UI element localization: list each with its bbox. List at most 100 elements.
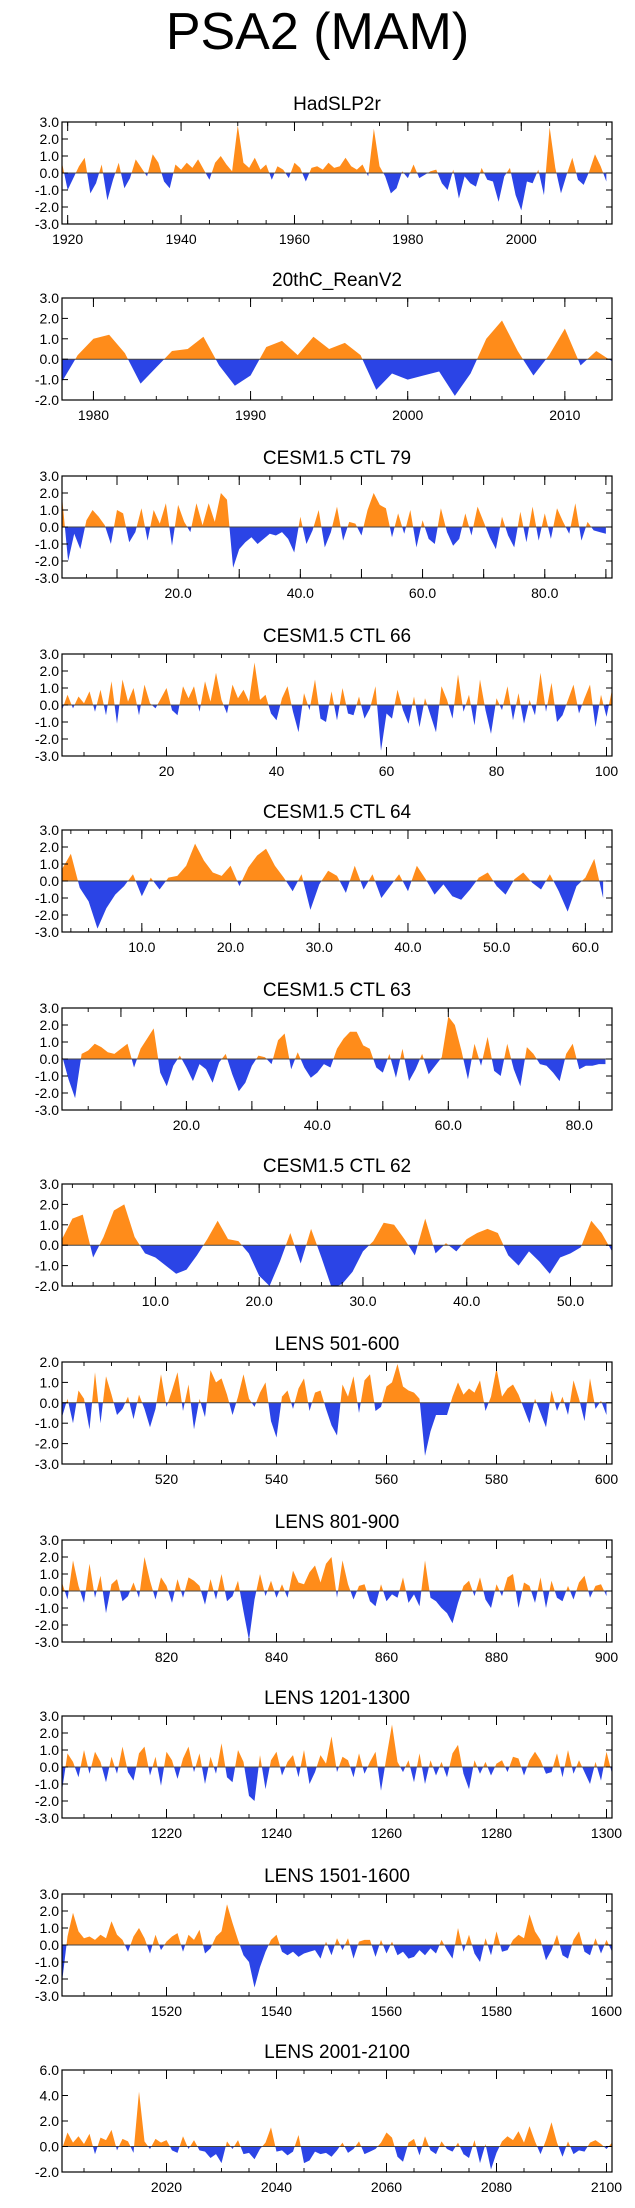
positive-area [80,1750,88,1767]
negative-area [505,1767,510,1773]
area-fills [62,1904,612,1988]
positive-area [164,1751,174,1767]
positive-area [560,1396,565,1403]
x-axis: 1220 1240 1260 1280 1300 [83,1716,622,1841]
area-fills [62,1204,612,1286]
negative-area [559,1945,572,1959]
negative-area [224,1591,235,1602]
x-tick-label: 860 [375,1649,399,1665]
positive-area [510,1914,542,1945]
y-tick-label: 0.0 [40,1051,60,1067]
negative-area [390,1059,401,1078]
positive-area [419,1053,424,1059]
positive-area [363,493,390,527]
negative-area [558,2146,567,2157]
y-tick-label: 2.0 [40,1725,60,1741]
negative-area [432,1767,440,1776]
positive-area [506,167,511,173]
positive-area [410,164,418,173]
y-tick-label: 1.0 [40,502,60,518]
y-axis: 3.02.01.00.0-1.0-2.0-3.0 [35,1532,612,1650]
positive-area [462,513,470,527]
negative-area [515,1591,523,1608]
negative-area [223,705,229,714]
negative-area [197,2146,226,2164]
x-tick-label: 1260 [371,1825,402,1841]
x-tick-label: 30.0 [306,939,333,955]
positive-area [62,853,78,881]
x-tick-label: 50.0 [557,1293,584,1309]
y-tick-label: 3.0 [40,822,60,838]
positive-area [217,1574,225,1591]
positive-area [174,1579,181,1591]
negative-area [181,1945,186,1952]
negative-area [423,1059,441,1075]
negative-area [115,2146,119,2151]
y-tick-label: 6.0 [40,2062,60,2078]
positive-area [516,693,521,705]
negative-area [484,1402,489,1411]
negative-area [383,173,402,194]
negative-area [421,1767,429,1784]
y-tick-label: -2.0 [35,199,59,215]
negative-area [362,359,478,396]
positive-area [452,169,454,173]
negative-area [383,1945,391,1954]
x-tick-label: 2020 [151,2179,182,2195]
positive-area [281,1390,292,1403]
positive-area [553,1753,561,1767]
y-tick-label: 1.0 [40,148,60,164]
y-tick-label: -1.0 [35,1415,59,1431]
y-tick-label: 2.0 [40,1903,60,1919]
plot-frame [61,297,613,401]
negative-area [493,881,514,895]
positive-area [62,1582,65,1591]
x-tick-label: 40 [269,763,285,779]
positive-area [75,157,88,173]
positive-area [62,1214,91,1246]
positive-area [185,1929,204,1945]
positive-area [529,506,537,527]
positive-area [493,1931,501,1945]
negative-area [403,173,410,179]
negative-area [285,173,291,179]
negative-area [553,881,582,912]
positive-area [450,1380,485,1403]
negative-area [62,359,76,382]
area-fills [62,1364,607,1456]
negative-area [484,173,507,202]
panel-title: LENS 1201-1300 [264,1688,410,1709]
positive-area [465,694,471,705]
negative-area [125,527,137,543]
y-axis: 3.0 2.0 1.0 0.0 -1.0 -2.0 [35,1176,612,1294]
positive-area [582,684,593,705]
positive-area [334,1938,341,1945]
negative-area [275,2146,295,2156]
positive-area [125,1396,130,1403]
y-tick-label: -2.0 [35,2164,59,2180]
negative-area [361,2146,378,2155]
positive-area [587,351,609,360]
negative-area [484,705,496,734]
negative-area [241,1245,286,1286]
panel-title: LENS 801-900 [275,1512,400,1533]
positive-area [157,688,171,705]
x-tick-label: 60.0 [572,939,599,955]
positive-area [167,1372,182,1403]
positive-area [528,699,532,705]
negative-area [366,1591,380,1607]
x-tick-label: 1240 [261,1825,292,1841]
negative-area [413,527,422,548]
y-tick-label: -2.0 [35,1085,59,1101]
y-tick-label: -1.0 [35,1776,59,1792]
negative-area [291,705,303,733]
y-tick-label: -2.0 [35,1617,59,1633]
y-tick-label: 0.0 [40,1937,60,1953]
negative-area [510,705,517,721]
positive-area [339,688,347,705]
positive-area [440,1016,464,1059]
negative-area [565,527,571,534]
negative-area [169,2146,180,2153]
positive-area [149,877,154,881]
negative-area [608,1945,612,1952]
